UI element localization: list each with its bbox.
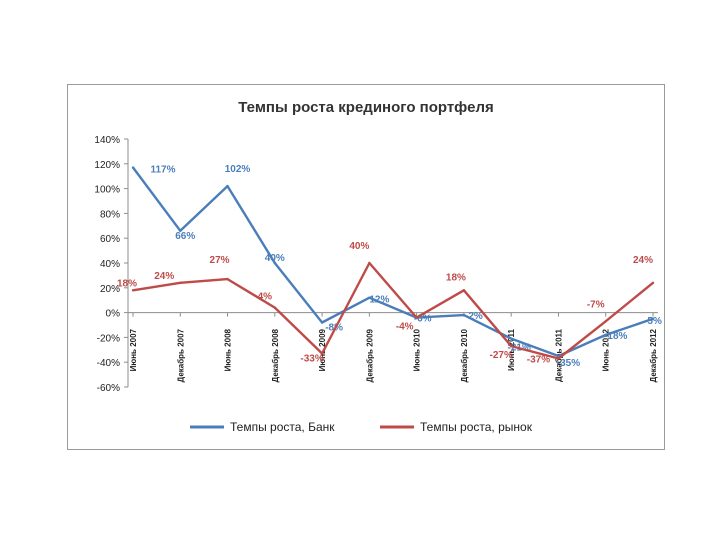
- data-label-series-1: -5%: [644, 316, 662, 327]
- data-point-series-2: [131, 289, 135, 292]
- data-point-series-1: [368, 296, 371, 299]
- data-label-series-2: -7%: [587, 299, 605, 310]
- data-point-series-2: [557, 357, 560, 360]
- data-label-series-2: 24%: [154, 271, 174, 282]
- line-chart: -60% -40% -20% 0% 20% 40% 60% 80% 100% 120% 140% Ию…: [94, 135, 662, 434]
- data-point-series-2: [509, 344, 513, 348]
- y-tick-label: 100%: [94, 185, 120, 196]
- data-label-series-2: -37%: [527, 354, 550, 365]
- data-label-series-1: -6%: [414, 314, 432, 325]
- data-point-series-1: [462, 313, 466, 317]
- data-label-series-2: -27%: [490, 350, 513, 361]
- data-label-series-1: -2%: [465, 311, 483, 322]
- data-label-series-2: 4%: [258, 292, 273, 303]
- data-label-series-2: 18%: [117, 278, 137, 289]
- data-point-series-1: [179, 229, 182, 232]
- data-label-series-2: 18%: [446, 272, 466, 283]
- y-tick-label: -60%: [97, 383, 120, 394]
- chart-title: Темпы роста крединого портфеля: [238, 99, 494, 116]
- data-point-series-1: [273, 261, 277, 265]
- data-point-series-2: [368, 261, 371, 265]
- data-label-series-2: -4%: [396, 322, 414, 333]
- y-tick-label: 80%: [100, 209, 120, 220]
- data-label-series-1: 12%: [369, 295, 389, 306]
- x-tick-label: Декабрь 2012: [649, 328, 658, 382]
- data-point-series-2: [462, 289, 466, 292]
- chart-frame: Темпы роста крединого портфеля -60% -40% -…: [67, 84, 665, 450]
- data-point-series-1: [320, 321, 324, 324]
- data-point-series-2: [179, 281, 182, 285]
- x-tick-label: Декабрь 2008: [271, 328, 280, 382]
- data-point-series-2: [651, 281, 655, 285]
- y-tick-label: -40%: [97, 358, 120, 369]
- data-point-series-1: [131, 166, 135, 169]
- x-tick-label: Июнь 2010: [413, 328, 422, 371]
- data-point-series-2: [604, 320, 607, 323]
- y-tick-label: 0%: [106, 309, 121, 320]
- x-tick-label: Июнь 2007: [129, 328, 138, 371]
- legend-label-2: Темпы роста, рынок: [420, 420, 533, 434]
- x-tick-label: Июнь 2008: [224, 328, 233, 371]
- x-tick-label: Декабрь 2009: [365, 328, 374, 382]
- legend-label-1: Темпы роста, Банк: [230, 420, 335, 434]
- data-label-series-1: 66%: [175, 231, 195, 242]
- data-label-series-1: -18%: [604, 331, 627, 342]
- x-tick-label: Июнь 2009: [318, 328, 327, 371]
- data-point-series-2: [273, 306, 277, 309]
- series-line-2: [132, 261, 654, 360]
- x-tick-label: Декабрь 2007: [176, 328, 185, 382]
- y-tick-label: 40%: [100, 259, 120, 270]
- data-label-series-2: -33%: [300, 354, 323, 365]
- data-point-series-1: [651, 317, 655, 320]
- data-point-series-1: [604, 333, 607, 337]
- data-label-series-2: 40%: [349, 241, 369, 252]
- y-tick-label: 140%: [94, 135, 120, 146]
- data-label-series-1: 102%: [225, 164, 251, 175]
- y-tick-label: 60%: [100, 234, 120, 245]
- data-label-series-2: 24%: [633, 255, 653, 266]
- data-point-series-2: [415, 316, 418, 319]
- data-label-series-1: -35%: [557, 358, 580, 369]
- data-label-series-2: 27%: [210, 255, 230, 266]
- y-tick-label: -20%: [97, 333, 120, 344]
- data-point-series-1: [509, 337, 513, 340]
- data-point-series-2: [226, 277, 229, 281]
- x-tick-label: Декабрь 2010: [460, 328, 469, 382]
- data-point-series-2: [320, 352, 324, 355]
- data-label-series-1: 40%: [265, 253, 285, 264]
- x-tick-label: Июнь 2011: [507, 328, 516, 370]
- data-point-series-1: [226, 184, 229, 188]
- data-label-series-1: 117%: [150, 165, 175, 176]
- y-tick-label: 120%: [94, 160, 120, 171]
- x-tick-label: Июнь 2012: [602, 328, 611, 371]
- y-tick-label: 20%: [100, 284, 120, 295]
